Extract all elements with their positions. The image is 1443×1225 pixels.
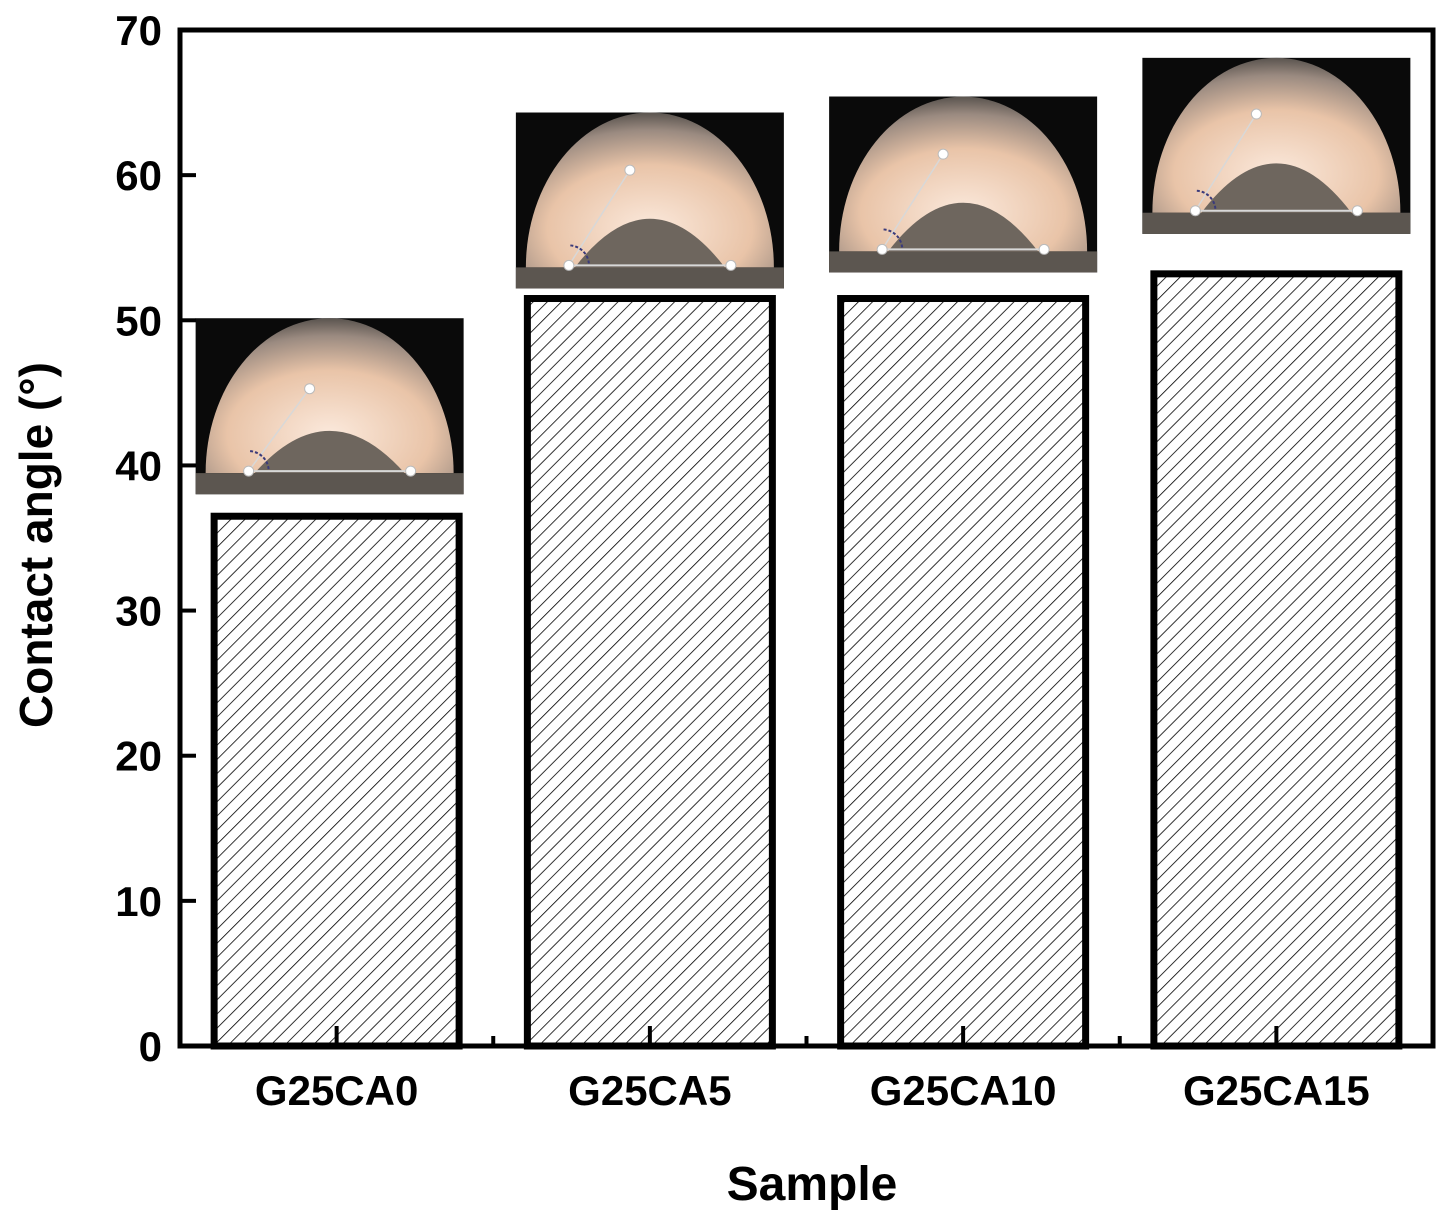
substrate — [1142, 212, 1411, 234]
measure-point — [304, 383, 316, 395]
droplet-photo-g25ca0 — [195, 318, 464, 495]
y-tick-label: 10 — [115, 878, 162, 925]
tangent-line — [248, 388, 311, 472]
measure-point — [1189, 205, 1201, 217]
droplet — [574, 218, 725, 268]
measure-point — [563, 259, 575, 271]
angle-arc — [568, 244, 590, 264]
bar-g25ca5 — [523, 295, 776, 1050]
measure-point — [624, 164, 636, 176]
substrate — [829, 251, 1098, 273]
measure-point — [1038, 243, 1050, 255]
insets-layer — [195, 57, 1411, 495]
measure-point — [1250, 108, 1262, 120]
y-tick-label: 40 — [115, 442, 162, 489]
y-tick-label: 20 — [115, 733, 162, 780]
x-tick-label: G25CA10 — [870, 1067, 1057, 1114]
droplet — [888, 202, 1039, 252]
angle-arc — [1195, 189, 1217, 209]
bar-g25ca15 — [1150, 270, 1403, 1050]
bar-g25ca10 — [837, 295, 1090, 1050]
substrate — [195, 473, 464, 495]
light-dome — [839, 96, 1088, 252]
y-tick-label: 60 — [115, 152, 162, 199]
droplet — [1201, 163, 1352, 213]
substrate — [515, 267, 784, 289]
y-tick-label: 50 — [115, 297, 162, 344]
x-axis-label: Sample — [727, 1158, 898, 1211]
measure-point — [937, 148, 949, 160]
light-dome — [1152, 57, 1401, 213]
angle-arc — [248, 450, 270, 470]
measure-point — [876, 243, 888, 255]
tangent-line — [881, 153, 944, 250]
angle-arc — [882, 228, 904, 248]
droplet-photo-g25ca15 — [1142, 57, 1411, 234]
x-tick-label: G25CA0 — [255, 1067, 418, 1114]
light-dome — [205, 318, 454, 474]
x-tick-label: G25CA15 — [1183, 1067, 1370, 1114]
x-axis-ticks: G25CA0 G25CA5 G25CA10 G25CA15 — [255, 1026, 1370, 1114]
measure-point — [1351, 205, 1363, 217]
droplet-photo-g25ca10 — [829, 96, 1098, 273]
measure-point — [405, 465, 417, 477]
y-tick-label: 0 — [139, 1023, 162, 1070]
y-tick-label: 30 — [115, 588, 162, 635]
measure-point — [243, 465, 255, 477]
droplet — [254, 430, 405, 474]
bars-layer — [210, 270, 1403, 1050]
x-tick-label: G25CA5 — [568, 1067, 731, 1114]
y-axis-ticks: 0 10 20 30 40 50 60 70 — [115, 7, 196, 1070]
tangent-line — [568, 169, 631, 266]
tangent-line — [1194, 113, 1258, 212]
y-tick-label: 70 — [115, 7, 162, 54]
measure-point — [725, 259, 737, 271]
droplet-photo-g25ca5 — [515, 112, 784, 289]
y-axis-label: Contact angle (°) — [10, 362, 62, 728]
bar-g25ca0 — [210, 512, 463, 1050]
light-dome — [525, 112, 774, 268]
